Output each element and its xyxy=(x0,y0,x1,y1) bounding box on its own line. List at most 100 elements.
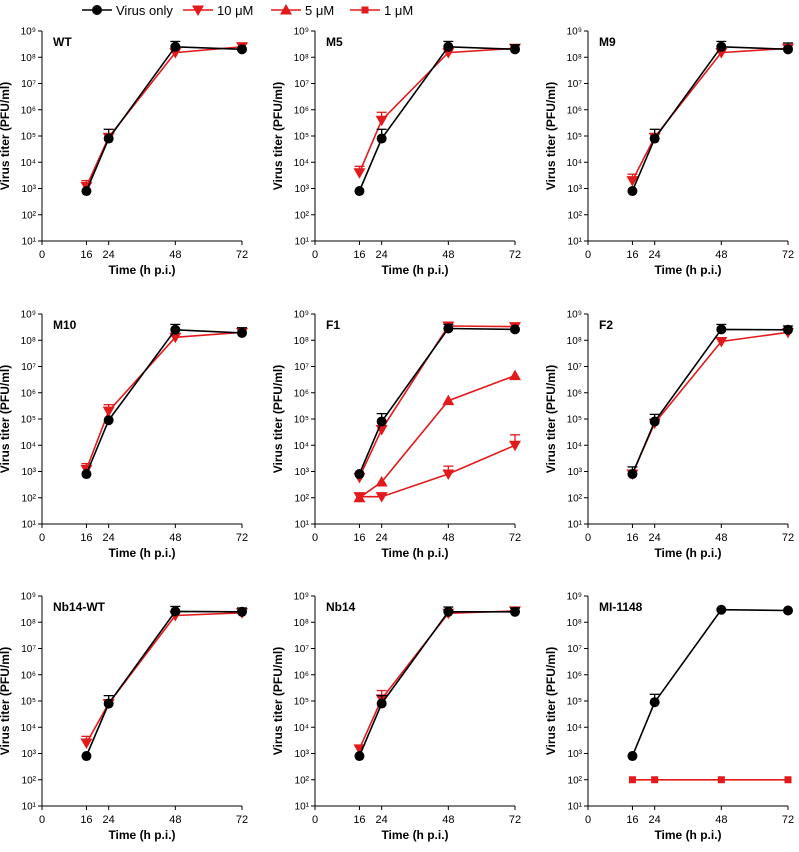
legend-item: 1 μM xyxy=(350,0,413,20)
legend-item: Virus only xyxy=(82,0,173,20)
y-tick-label: 10² xyxy=(568,210,583,221)
data-point xyxy=(510,44,520,55)
x-tick-label: 16 xyxy=(80,532,92,544)
chart-panel: 10¹ 10² 10³ 10⁴ 10⁵ 10⁶ 10⁷ 10⁸ 10⁹ 0 16 24 48 72 Time… xyxy=(544,310,794,561)
x-tick-label: 0 xyxy=(312,249,318,261)
y-tick-label: 10⁴ xyxy=(21,158,36,169)
y-tick-label: 10² xyxy=(295,210,310,221)
series-line xyxy=(359,444,516,498)
x-tick-label: 24 xyxy=(649,532,661,544)
y-tick-label: 10¹ xyxy=(295,520,310,531)
x-axis-label: Time (h p.i.) xyxy=(381,263,448,277)
panel-title: MI-1148 xyxy=(599,600,643,614)
x-tick-label: 48 xyxy=(169,532,181,544)
y-tick-label: 10⁵ xyxy=(567,415,582,426)
chart-panel: 10¹ 10² 10³ 10⁴ 10⁵ 10⁶ 10⁷ 10⁸ 10⁹ 0 16 24 48 72 Time… xyxy=(271,310,521,561)
x-axis-label: Time (h p.i.) xyxy=(654,546,721,560)
data-point xyxy=(103,698,114,709)
y-tick-label: 10⁴ xyxy=(567,723,582,734)
y-tick-label: 10³ xyxy=(295,749,310,760)
x-tick-label: 24 xyxy=(376,532,388,544)
y-tick-label: 10² xyxy=(22,775,37,786)
series-line xyxy=(358,47,516,174)
chart-panel: 10¹ 10² 10³ 10⁴ 10⁵ 10⁶ 10⁷ 10⁸ 10⁹ 0 16 24 48 72 Time… xyxy=(271,27,521,278)
x-tick-label: 48 xyxy=(715,249,727,261)
data-point xyxy=(170,324,181,335)
legend-marker xyxy=(361,6,369,14)
y-tick-label: 10¹ xyxy=(568,802,583,813)
y-tick-label: 10⁹ xyxy=(567,592,582,603)
series xyxy=(627,323,793,480)
x-tick-label: 0 xyxy=(585,249,591,261)
series xyxy=(626,43,794,187)
y-tick-label: 10³ xyxy=(295,467,310,478)
series-line xyxy=(358,610,516,750)
x-tick-label: 24 xyxy=(376,814,388,826)
legend-swatch xyxy=(271,4,301,15)
data-point xyxy=(783,324,793,335)
y-tick-label: 10⁹ xyxy=(294,592,309,603)
y-tick-label: 10³ xyxy=(22,749,37,760)
data-point xyxy=(353,168,366,179)
x-tick-label: 16 xyxy=(626,814,638,826)
y-tick-label: 10⁷ xyxy=(567,79,582,90)
x-tick-label: 24 xyxy=(649,814,661,826)
data-point xyxy=(81,186,92,197)
series xyxy=(353,606,521,755)
data-point xyxy=(442,469,455,481)
y-tick-label: 10⁵ xyxy=(294,132,309,143)
x-tick-label: 24 xyxy=(103,532,115,544)
series xyxy=(80,327,248,476)
x-tick-label: 24 xyxy=(103,814,115,826)
y-tick-label: 10² xyxy=(295,775,310,786)
series xyxy=(81,605,247,762)
x-tick-label: 16 xyxy=(353,532,365,544)
y-tick-label: 10⁷ xyxy=(567,362,582,373)
data-point xyxy=(170,41,181,52)
data-point xyxy=(717,776,725,784)
x-tick-label: 48 xyxy=(715,814,727,826)
data-point xyxy=(651,776,659,784)
legend-marker xyxy=(192,5,204,16)
x-axis-label: Time (h p.i.) xyxy=(381,828,448,842)
x-axis-label: Time (h p.i.) xyxy=(654,263,721,277)
series xyxy=(353,43,521,179)
data-point xyxy=(354,186,365,197)
data-point xyxy=(784,776,792,784)
data-point xyxy=(715,336,728,348)
legend-label: 1 μM xyxy=(384,2,414,18)
x-tick-label: 0 xyxy=(39,532,45,544)
y-tick-label: 10⁵ xyxy=(567,132,582,143)
series-line xyxy=(631,331,789,475)
data-point xyxy=(376,416,387,427)
y-tick-label: 10⁵ xyxy=(294,697,309,708)
y-axis-label: Virus titer (PFU/ml) xyxy=(0,82,12,190)
data-point xyxy=(354,469,365,480)
y-tick-label: 10¹ xyxy=(22,237,37,248)
y-tick-label: 10⁷ xyxy=(21,79,36,90)
data-point xyxy=(102,406,115,418)
x-tick-label: 24 xyxy=(376,249,388,261)
y-tick-label: 10¹ xyxy=(568,237,583,248)
legend-swatch xyxy=(350,6,380,14)
y-tick-label: 10⁸ xyxy=(567,53,582,64)
x-axis-label: Time (h p.i.) xyxy=(108,546,175,560)
x-tick-label: 48 xyxy=(442,532,454,544)
y-tick-label: 10⁷ xyxy=(294,79,309,90)
series-line xyxy=(631,47,789,181)
y-tick-label: 10⁸ xyxy=(21,618,36,629)
data-point xyxy=(81,469,92,480)
x-tick-label: 24 xyxy=(649,249,661,261)
y-tick-label: 10⁷ xyxy=(294,362,309,373)
data-point xyxy=(510,606,520,617)
x-tick-label: 48 xyxy=(169,814,181,826)
data-point xyxy=(103,133,114,144)
data-point xyxy=(169,332,182,344)
series xyxy=(627,40,793,197)
y-tick-label: 10⁵ xyxy=(21,415,36,426)
x-tick-label: 72 xyxy=(236,814,248,826)
chart-panel: 10¹ 10² 10³ 10⁴ 10⁵ 10⁶ 10⁷ 10⁸ 10⁹ 0 16 24 48 72 Time… xyxy=(0,592,248,843)
panel-title: M9 xyxy=(599,35,616,49)
data-point xyxy=(237,44,247,55)
panel-title: WT xyxy=(53,35,72,49)
